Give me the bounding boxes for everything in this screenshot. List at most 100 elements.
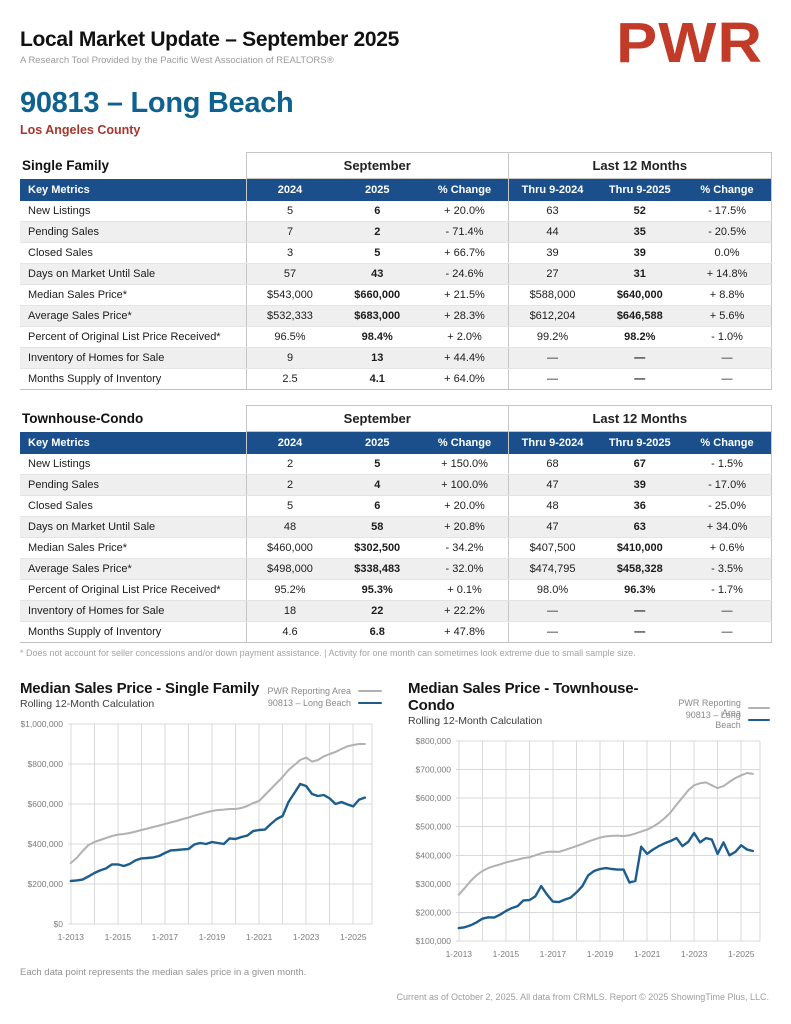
metric-label: Closed Sales bbox=[20, 242, 246, 265]
table-row: Average Sales Price* $532,333 $683,000 + 28… bbox=[20, 305, 772, 328]
table-row: Average Sales Price* $498,000 $338,483- 32… bbox=[20, 558, 772, 581]
metric-value: $338,483 bbox=[333, 558, 421, 581]
metric-value: - 20.5% bbox=[683, 221, 772, 244]
metric-value: 67 bbox=[596, 454, 684, 476]
legend-label: PWR Reporting Area bbox=[267, 686, 351, 697]
metric-value: $460,000 bbox=[245, 537, 334, 560]
metric-value: $532,333 bbox=[245, 305, 334, 328]
report-header: Local Market Update – September 2025 A R… bbox=[20, 14, 771, 71]
metric-value: - 1.0% bbox=[683, 326, 772, 349]
metric-value: 98.0% bbox=[508, 579, 597, 602]
charts-section: Median Sales Price - Single Family Rolli… bbox=[20, 680, 771, 978]
metric-value: + 66.7% bbox=[421, 242, 509, 265]
metric-value: + 2.0% bbox=[421, 326, 509, 349]
metric-value: — bbox=[683, 621, 772, 644]
table-row: Closed Sales 3 5 + 66.7% 39 39 0.0% bbox=[20, 242, 772, 265]
metric-value: + 34.0% bbox=[683, 516, 772, 539]
chart-header: Median Sales Price - Single Family Rolli… bbox=[20, 680, 382, 710]
svg-text:$700,000: $700,000 bbox=[416, 765, 452, 775]
svg-text:1-2017: 1-2017 bbox=[152, 932, 179, 942]
metric-value: $660,000 bbox=[333, 284, 421, 307]
metric-value: 3 bbox=[245, 242, 334, 265]
metric-label: Median Sales Price* bbox=[20, 284, 246, 307]
metric-value: + 28.3% bbox=[421, 305, 509, 328]
table-row: Inventory of Homes for Sale 18 22 + 22.2% — —… bbox=[20, 600, 772, 623]
metric-value: 4.1 bbox=[333, 368, 421, 391]
legend-entry: 90813 – Long Beach bbox=[267, 697, 382, 709]
report-title: Local Market Update – September 2025 bbox=[20, 28, 400, 51]
metric-value: 31 bbox=[596, 263, 684, 286]
svg-text:$800,000: $800,000 bbox=[28, 759, 64, 769]
metric-label: Days on Market Until Sale bbox=[20, 263, 246, 286]
table-row: Closed Sales 5 6 + 20.0% 48 36- 25.0% bbox=[20, 495, 772, 518]
svg-text:1-2023: 1-2023 bbox=[681, 949, 708, 959]
metric-value: - 25.0% bbox=[683, 495, 772, 518]
chart-legend: PWR Reporting Area 90813 – Long Beach bbox=[267, 685, 382, 710]
metric-value: 39 bbox=[596, 474, 684, 497]
svg-text:1-2023: 1-2023 bbox=[293, 932, 320, 942]
metric-label: Pending Sales bbox=[20, 474, 246, 497]
metric-value: + 21.5% bbox=[421, 284, 509, 307]
metric-value: + 100.0% bbox=[421, 474, 509, 497]
svg-text:$200,000: $200,000 bbox=[28, 879, 64, 889]
metric-value: 68 bbox=[508, 454, 597, 476]
metric-value: 2 bbox=[245, 454, 334, 476]
metric-value: $543,000 bbox=[245, 284, 334, 307]
column-header: Key Metrics bbox=[20, 178, 246, 202]
section-title: Single Family bbox=[22, 158, 110, 174]
column-header: % Change bbox=[421, 431, 509, 455]
footer-note: Current as of October 2, 2025. All data … bbox=[396, 992, 769, 1002]
chart-single-family: Median Sales Price - Single Family Rolli… bbox=[20, 680, 382, 978]
metric-value: - 34.2% bbox=[421, 537, 509, 560]
group-header-last-12-months: Last 12 Months bbox=[508, 152, 772, 180]
chart-title-block: Median Sales Price - Single Family Rolli… bbox=[20, 680, 259, 710]
metric-value: + 5.6% bbox=[683, 305, 772, 328]
chart-caption: Each data point represents the median sa… bbox=[20, 967, 307, 979]
metric-value: 63 bbox=[508, 201, 597, 223]
metric-value: 13 bbox=[333, 347, 421, 370]
metric-value: 96.5% bbox=[245, 326, 334, 349]
metric-value: - 17.5% bbox=[683, 201, 772, 223]
metric-label: Months Supply of Inventory bbox=[20, 621, 246, 644]
metric-label: Average Sales Price* bbox=[20, 305, 246, 328]
metric-label: Inventory of Homes for Sale bbox=[20, 600, 246, 623]
chart-title-block: Median Sales Price - Townhouse-Condo Rol… bbox=[408, 680, 664, 727]
metric-value: $588,000 bbox=[508, 284, 597, 307]
metric-value: 48 bbox=[245, 516, 334, 539]
table-row: New Listings 2 5 + 150.0% 68 67- 1.5% bbox=[20, 454, 772, 476]
legend-entry: PWR Reporting Area bbox=[664, 698, 770, 718]
svg-text:1-2021: 1-2021 bbox=[246, 932, 273, 942]
group-header-september: September bbox=[245, 405, 510, 433]
metric-value: 0.0% bbox=[683, 242, 772, 265]
metric-value: $407,500 bbox=[508, 537, 597, 560]
metric-label: Average Sales Price* bbox=[20, 558, 246, 581]
column-header: 2025 bbox=[333, 431, 421, 455]
metric-value: + 64.0% bbox=[421, 368, 509, 391]
metric-label: Days on Market Until Sale bbox=[20, 516, 246, 539]
metric-value: 27 bbox=[508, 263, 597, 286]
chart-townhouse-condo: Median Sales Price - Townhouse-Condo Rol… bbox=[408, 680, 770, 978]
metric-label: Median Sales Price* bbox=[20, 537, 246, 560]
svg-text:1-2021: 1-2021 bbox=[634, 949, 661, 959]
table-row: Median Sales Price* $460,000 $302,500- 34.… bbox=[20, 537, 772, 560]
metric-value: 43 bbox=[333, 263, 421, 286]
metric-value: 6 bbox=[333, 495, 421, 518]
metric-value: 52 bbox=[596, 201, 684, 223]
metric-value: + 20.0% bbox=[421, 495, 509, 518]
legend-label: 90813 – Long Beach bbox=[267, 698, 351, 709]
metric-value: + 14.8% bbox=[683, 263, 772, 286]
metric-label: Percent of Original List Price Received* bbox=[20, 579, 246, 602]
table-row: Median Sales Price* $543,000 $660,000 + 21.… bbox=[20, 284, 772, 307]
metric-value: + 22.2% bbox=[421, 600, 509, 623]
table-row: Months Supply of Inventory 4.6 6.8 + 47.8% —… bbox=[20, 621, 772, 644]
single-family-table: Single Family September Last 12 Months Key … bbox=[20, 152, 772, 391]
header-text-block: Local Market Update – September 2025 A R… bbox=[20, 16, 399, 66]
svg-text:1-2019: 1-2019 bbox=[199, 932, 226, 942]
metric-value: — bbox=[508, 347, 597, 370]
metric-value: + 20.0% bbox=[421, 201, 509, 223]
metric-value: 96.3% bbox=[596, 579, 684, 602]
column-header: 2024 bbox=[245, 178, 334, 202]
metric-value: 35 bbox=[596, 221, 684, 244]
table-row: Pending Sales 2 4 + 100.0% 47 39- 17.0% bbox=[20, 474, 772, 497]
